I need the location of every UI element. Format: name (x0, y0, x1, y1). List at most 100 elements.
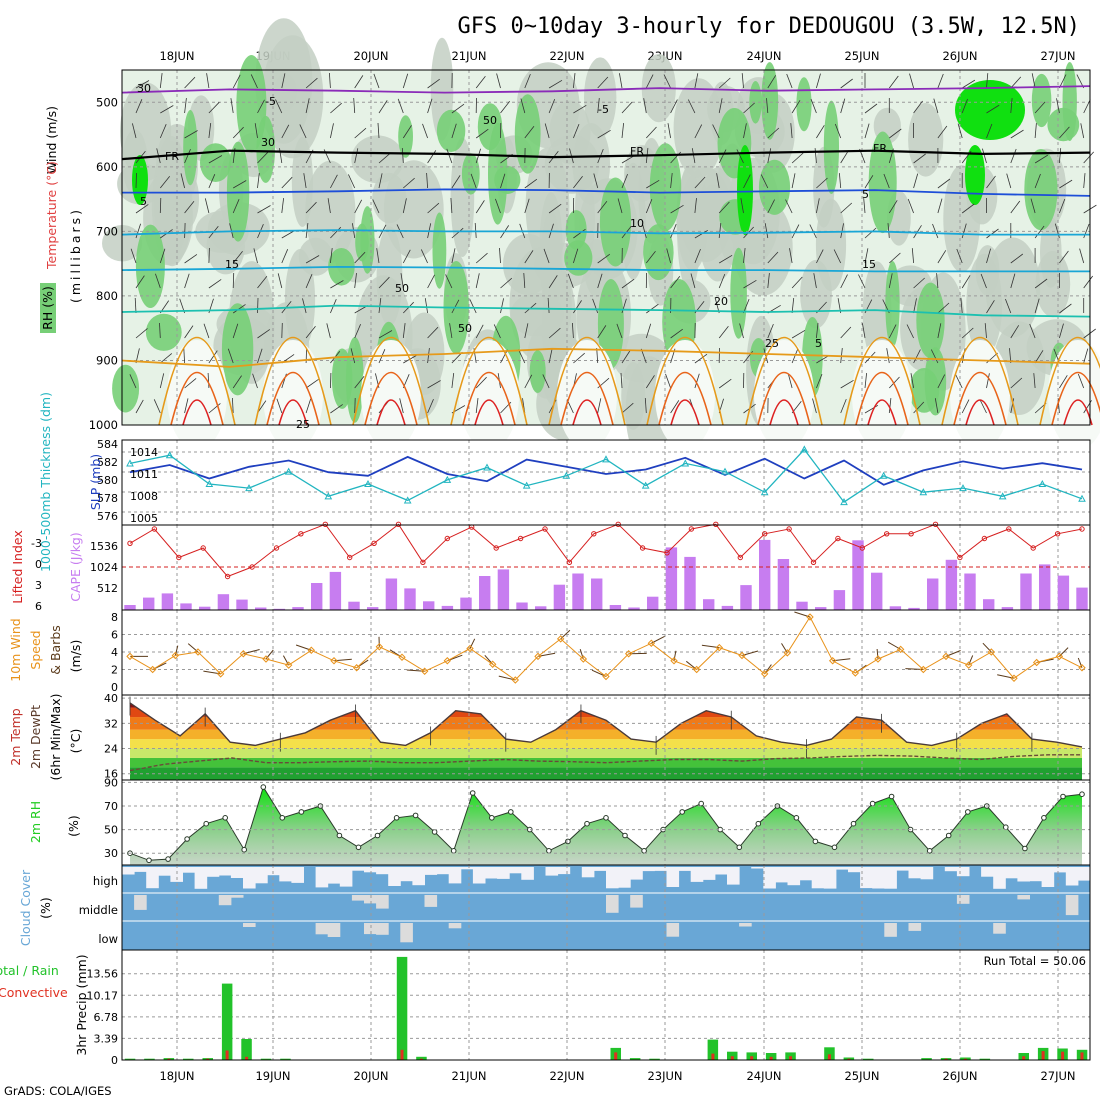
wind-barb (232, 126, 244, 139)
cloud-clear-cell (388, 867, 401, 886)
cape-bar (273, 608, 286, 610)
wind-barb (276, 398, 283, 414)
wind-barb (743, 102, 755, 114)
rh-marker (146, 857, 152, 864)
cloud-clear-cell (1017, 867, 1030, 882)
wind-barb (1010, 129, 1024, 139)
wind-barb (257, 173, 260, 189)
precip-total-bar (124, 1058, 136, 1060)
rh-shade-green (1024, 149, 1058, 231)
y-tick-slp: 1014 (130, 446, 158, 459)
wind-barb (159, 197, 162, 214)
wind-barb (1010, 148, 1017, 164)
wind-barb (816, 373, 823, 389)
wind-barb (252, 373, 258, 389)
wind-barb (475, 252, 488, 264)
wind-barb (621, 402, 634, 414)
wind-barb (864, 248, 869, 264)
wind-barb (427, 399, 434, 414)
lifted-index-marker (200, 545, 206, 551)
cape-bar (161, 593, 174, 610)
wind-barb (907, 198, 914, 214)
rh-shade-green (868, 131, 897, 234)
wind-barb (791, 329, 806, 339)
cloud-clear-cell (823, 867, 837, 889)
temperature-contour (121, 347, 1091, 368)
wind-barb (567, 273, 574, 289)
lifted-index-line (129, 523, 1083, 578)
wind-barb (401, 147, 404, 164)
rh-marker (508, 809, 514, 815)
y-tick-wind: 6 (111, 629, 118, 642)
wind-barb (743, 174, 751, 189)
rh-marker (1060, 793, 1066, 800)
wind-speed-marker (624, 650, 633, 658)
slp-marker (1078, 494, 1086, 502)
lifted-index-marker (151, 526, 158, 532)
wind-barb (354, 199, 363, 214)
temperature-contour-diurnal (658, 372, 712, 426)
contour-label: 50 (395, 282, 409, 295)
day-label-top: 21JUN (451, 49, 486, 63)
precip-convective-bar (1080, 1052, 1084, 1060)
temperature-contour-diurnal (646, 337, 724, 426)
rh-marker (793, 815, 800, 821)
lifted-index-marker (444, 535, 450, 542)
wind-barb (1059, 323, 1064, 339)
cloud-clear-cell (884, 923, 897, 937)
wind-barb (864, 404, 879, 414)
wind-barb (937, 125, 948, 139)
wind-barb (986, 175, 996, 189)
wind-barb (812, 398, 817, 414)
wind-barb (302, 298, 307, 314)
cape-bar (329, 571, 342, 610)
wind-barb (155, 273, 161, 289)
wind-barb (475, 200, 485, 214)
rh-shade-green (221, 303, 254, 396)
day-label-top: 25JUN (844, 49, 879, 63)
wind-barb (475, 75, 486, 89)
cloud-clear-cell (908, 923, 922, 931)
precip-convective-bar (419, 1058, 423, 1060)
temperature-contour-diurnal (769, 399, 799, 426)
cloud-clear-cell (1065, 867, 1079, 886)
wind-barb (1059, 250, 1069, 264)
wind-barb (548, 275, 558, 289)
cape-bar (255, 607, 267, 610)
y-tick-pressure: 700 (96, 224, 118, 238)
day-label-top: 20JUN (353, 49, 388, 63)
wind-barb (354, 397, 356, 414)
rh-marker (241, 846, 247, 853)
wind-barb (475, 273, 480, 289)
wind-speed-marker (1010, 674, 1018, 682)
rh-shade-green (355, 223, 369, 262)
rh-marker (260, 784, 267, 790)
contour-label: 5 (140, 195, 147, 208)
wind-barb (864, 103, 878, 114)
wind-barb (184, 378, 197, 389)
wind-barb (520, 98, 526, 114)
rh-shade-green (200, 143, 232, 183)
wind-barb (961, 275, 971, 289)
rh-marker (565, 838, 571, 845)
wind-barb (840, 78, 853, 89)
wind-barb (524, 178, 538, 189)
cloud-clear-cell (218, 867, 232, 876)
rh-marker (1003, 824, 1009, 831)
credit-label: GrADS: COLA/IGES (4, 1084, 112, 1098)
cloud-clear-cell (1005, 867, 1018, 879)
cloud-clear-cell (545, 867, 559, 876)
wind-barb (790, 123, 793, 139)
cloud-clear-cell (593, 867, 607, 871)
y-label-thickness: 1000-500mb Thickness (dm) (38, 392, 53, 572)
wind-barb (354, 75, 364, 89)
wind-barb (913, 100, 923, 114)
wind-barb (718, 149, 727, 164)
temperature-contour-diurnal (364, 372, 418, 426)
slp-marker (760, 488, 769, 496)
wind-barb (1077, 373, 1085, 389)
rh-shade-green (529, 350, 546, 393)
wind-barb (353, 97, 356, 114)
cloud-clear-cell (400, 867, 413, 882)
